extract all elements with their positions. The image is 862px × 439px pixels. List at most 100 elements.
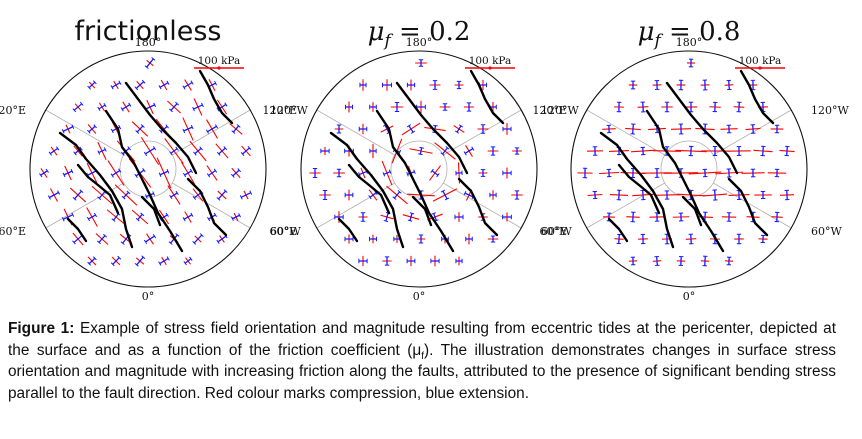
extension-arrowhead <box>249 190 253 195</box>
extension-arrowhead <box>93 80 97 85</box>
extension-bar <box>112 213 120 221</box>
stress-symbol <box>434 142 456 160</box>
extension-arrowhead <box>214 124 219 129</box>
sector-line <box>713 109 792 156</box>
extension-arrowhead <box>418 153 423 156</box>
extension-bar <box>62 214 74 220</box>
extension-bar <box>145 104 155 110</box>
stress-symbol <box>216 189 228 201</box>
stress-symbol <box>406 79 416 91</box>
extension-arrowhead <box>463 190 467 196</box>
stress-symbol <box>686 58 696 68</box>
extension-arrowhead <box>199 146 203 151</box>
extension-arrowhead <box>168 108 173 113</box>
extension-bar <box>232 169 240 177</box>
stress-symbol <box>144 57 156 69</box>
extension-arrowhead <box>118 80 122 85</box>
fault-line <box>337 217 359 243</box>
extension-arrowhead <box>247 145 252 150</box>
extension-arrowhead <box>213 168 218 173</box>
stress-symbol <box>182 79 194 91</box>
extension-bar <box>40 170 48 176</box>
label-0: 0° <box>142 290 155 303</box>
fault-line <box>329 131 405 249</box>
extension-bar <box>88 257 96 265</box>
fault-traces <box>329 69 505 253</box>
label-180: 180° <box>135 36 162 49</box>
stress-symbol <box>754 190 772 200</box>
stress-symbol <box>489 190 497 200</box>
extension-arrowhead <box>120 241 125 245</box>
stress-symbol <box>167 100 181 114</box>
extension-bar <box>145 235 155 243</box>
stress-symbol <box>758 234 768 244</box>
extension-arrowhead <box>110 262 115 267</box>
stress-symbol <box>87 80 97 90</box>
stress-symbol <box>626 211 640 223</box>
sector-line <box>443 182 522 229</box>
extension-bar <box>441 147 449 155</box>
stress-symbol <box>73 145 83 157</box>
stress-symbol <box>463 102 475 112</box>
extension-bar <box>159 82 169 88</box>
stress-symbol <box>638 233 648 245</box>
panel-boundary <box>300 50 538 288</box>
extension-arrowhead <box>141 255 146 259</box>
stress-symbol <box>182 117 194 141</box>
extension-arrowhead <box>216 151 221 156</box>
extension-arrowhead <box>56 146 60 151</box>
extension-arrowhead <box>430 168 434 173</box>
stress-symbol <box>72 101 84 113</box>
grid-lines <box>45 109 251 229</box>
extension-arrowhead <box>97 240 101 245</box>
stress-symbol <box>131 121 149 137</box>
title-symbol: μ <box>368 17 385 47</box>
stress-symbol <box>676 255 686 267</box>
extension-arrowhead <box>134 263 139 267</box>
extension-arrowhead <box>151 57 156 61</box>
extension-arrowhead <box>368 195 372 200</box>
extension-arrowhead <box>433 124 438 127</box>
stress-symbol <box>700 79 710 91</box>
stress-symbol <box>676 79 686 91</box>
stress-symbol <box>625 123 641 135</box>
extension-arrowhead <box>103 102 107 108</box>
stress-symbol <box>728 189 750 201</box>
extension-arrowhead <box>121 151 125 156</box>
fault-line <box>665 81 739 175</box>
extension-arrowhead <box>97 150 101 155</box>
extension-arrowhead <box>431 212 436 215</box>
label-0: 0° <box>683 290 696 303</box>
extension-arrowhead <box>237 168 242 173</box>
fault-line <box>76 163 120 215</box>
stress-symbol <box>511 190 523 200</box>
extension-bar <box>193 234 203 244</box>
extension-bar <box>431 170 439 176</box>
extension-bar <box>456 125 462 133</box>
stress-symbol <box>87 256 97 266</box>
extension-arrowhead <box>47 195 51 200</box>
stress-symbol <box>478 169 488 177</box>
extension-bar <box>170 148 178 154</box>
stress-symbol <box>368 189 378 201</box>
extension-arrowhead <box>190 124 194 130</box>
stress-symbol <box>87 124 97 134</box>
stress-symbol <box>110 80 122 90</box>
stress-symbol <box>239 190 253 200</box>
stress-symbol <box>672 212 690 222</box>
extension-arrowhead <box>87 129 91 134</box>
extension-bar <box>137 213 143 221</box>
stress-symbol <box>369 143 377 159</box>
stress-symbol <box>652 255 662 267</box>
extension-arrowhead <box>166 256 170 261</box>
stress-symbol <box>465 233 473 245</box>
stress-symbol <box>319 190 331 200</box>
extension-bar <box>704 256 706 266</box>
extension-arrowhead <box>93 124 97 129</box>
stress-symbol <box>62 165 74 181</box>
extension-arrowhead <box>169 194 173 200</box>
extension-arrowhead <box>134 86 139 91</box>
extension-arrowhead <box>165 124 169 129</box>
stress-symbol <box>652 79 662 91</box>
